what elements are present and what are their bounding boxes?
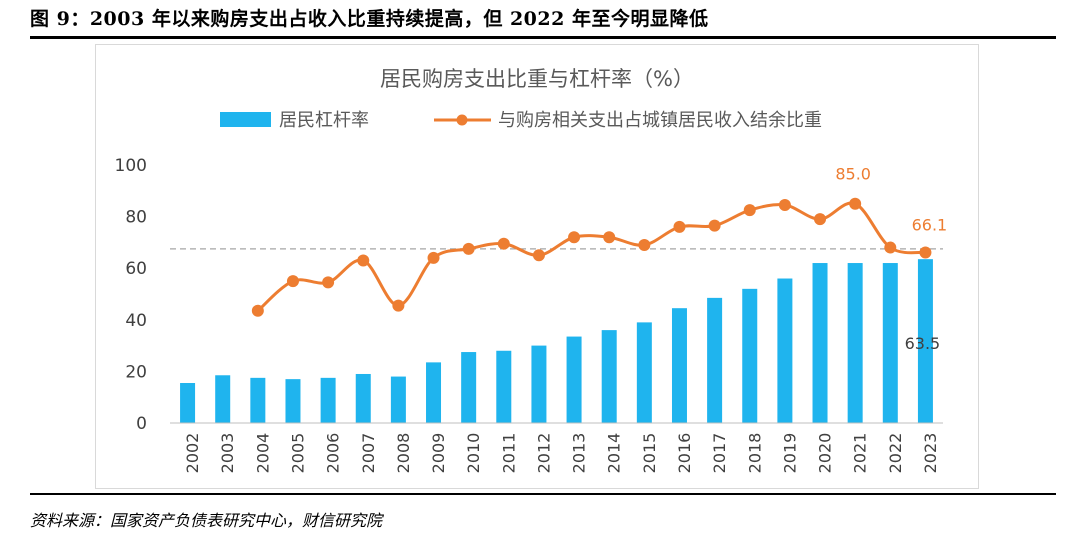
x-tick-label: 2017: [710, 433, 729, 474]
y-tick-label: 80: [125, 208, 147, 228]
x-tick-label: 2011: [499, 433, 518, 474]
line-point-2018: [743, 204, 756, 217]
line-point-2011: [497, 237, 510, 250]
bar-2013: [566, 336, 582, 423]
x-tick-label: 2021: [851, 433, 870, 474]
x-tick-label: 2015: [640, 433, 659, 474]
x-axis: 2002 2003 2004 2005 2006 2007 2008 2009 2010 2011…: [170, 422, 943, 474]
annotation-bar-2023: 63.5: [905, 334, 941, 353]
x-tick-label: 2016: [675, 433, 694, 474]
line-point-2021: [849, 197, 862, 210]
bar-2014: [601, 330, 617, 423]
bar-2011: [496, 350, 512, 423]
source-note: 资料来源：国家资产负债表研究中心，财信研究院: [30, 511, 383, 530]
y-tick-label: 0: [136, 414, 147, 434]
line-point-2016: [673, 220, 686, 233]
x-tick-label: 2003: [218, 433, 237, 474]
chart-title: 居民购房支出比重与杠杆率（%）: [380, 67, 694, 91]
bar-2023: [917, 259, 933, 423]
line-point-2004: [251, 304, 264, 317]
annotation-line-2021: 85.0: [835, 165, 871, 184]
line-point-2014: [603, 231, 616, 244]
x-tick-label: 2012: [534, 433, 553, 474]
chart-frame: 居民购房支出比重与杠杆率（%） 居民杠杆率 与购房相关支出占城镇居民收入结余比重 …: [95, 44, 979, 489]
bar-2003: [215, 375, 231, 423]
figure-title: 图 9：2003 年以来购房支出占收入比重持续提高，但 2022 年至今明显降低: [30, 8, 709, 30]
legend-label-line: 与购房相关支出占城镇居民收入结余比重: [498, 110, 822, 131]
x-tick-label: 2006: [324, 433, 343, 474]
x-tick-label: 2010: [464, 433, 483, 474]
x-tick-label: 2019: [780, 433, 799, 474]
bar-2020: [812, 263, 828, 423]
line-point-2009: [427, 251, 440, 264]
x-tick-label: 2023: [921, 433, 940, 474]
bar-2017: [707, 297, 723, 423]
line-point-2023: [919, 246, 932, 259]
line-point-2008: [392, 299, 405, 312]
line-point-2013: [568, 231, 581, 244]
x-tick-label: 2009: [429, 433, 448, 474]
annotation-line-2023: 66.1: [912, 215, 948, 234]
x-tick-label: 2022: [886, 433, 905, 474]
line-point-2020: [814, 213, 827, 226]
bar-2010: [461, 352, 477, 423]
bar-2009: [426, 362, 442, 423]
x-tick-label: 2018: [745, 433, 764, 474]
x-tick-label: 2020: [816, 433, 835, 474]
line-point-2019: [778, 198, 791, 211]
line-series: [251, 197, 932, 317]
legend-marker-line: [456, 114, 468, 126]
x-tick-label: 2005: [288, 433, 307, 474]
line-point-2017: [708, 219, 721, 232]
y-tick-label: 40: [125, 311, 147, 331]
bar-2012: [531, 345, 547, 423]
y-tick-label: 20: [125, 362, 147, 382]
x-tick-label: 2007: [359, 433, 378, 474]
bar-2022: [882, 263, 898, 423]
x-tick-label: 2002: [183, 433, 202, 474]
annotations: 85.0 66.1 63.5: [835, 165, 947, 353]
line-point-2022: [884, 241, 897, 254]
x-tick-label: 2013: [570, 433, 589, 474]
bar-2005: [285, 379, 301, 423]
x-tick-label: 2004: [253, 433, 272, 474]
bar-2007: [355, 373, 371, 423]
line-point-2007: [357, 254, 370, 267]
y-tick-label: 100: [115, 156, 147, 176]
chart-canvas: 居民购房支出比重与杠杆率（%） 居民杠杆率 与购房相关支出占城镇居民收入结余比重 …: [115, 67, 948, 474]
bottom-rule: [30, 493, 1056, 495]
x-tick-label: 2008: [394, 433, 413, 474]
bar-2015: [636, 322, 652, 423]
line-point-2012: [532, 249, 545, 262]
y-axis: 0 20 40 60 80 100: [115, 156, 147, 434]
bar-2006: [320, 377, 336, 423]
line-point-2005: [286, 275, 299, 288]
bar-series: [180, 259, 933, 423]
line-point-2010: [462, 242, 475, 255]
bar-2018: [742, 288, 758, 423]
y-tick-label: 60: [125, 259, 147, 279]
bar-2021: [847, 263, 863, 423]
bar-2004: [250, 377, 266, 423]
legend-label-bar: 居民杠杆率: [279, 110, 369, 131]
bar-2002: [180, 383, 196, 423]
chart-legend: 居民杠杆率 与购房相关支出占城镇居民收入结余比重: [220, 110, 822, 131]
line-point-2006: [322, 276, 335, 289]
bar-2008: [390, 376, 406, 423]
bar-2019: [777, 278, 793, 423]
line-point-2015: [638, 238, 651, 251]
bar-2016: [671, 308, 687, 423]
x-tick-label: 2014: [605, 433, 624, 474]
top-rule: [30, 36, 1056, 39]
legend-swatch-bar: [220, 112, 271, 127]
